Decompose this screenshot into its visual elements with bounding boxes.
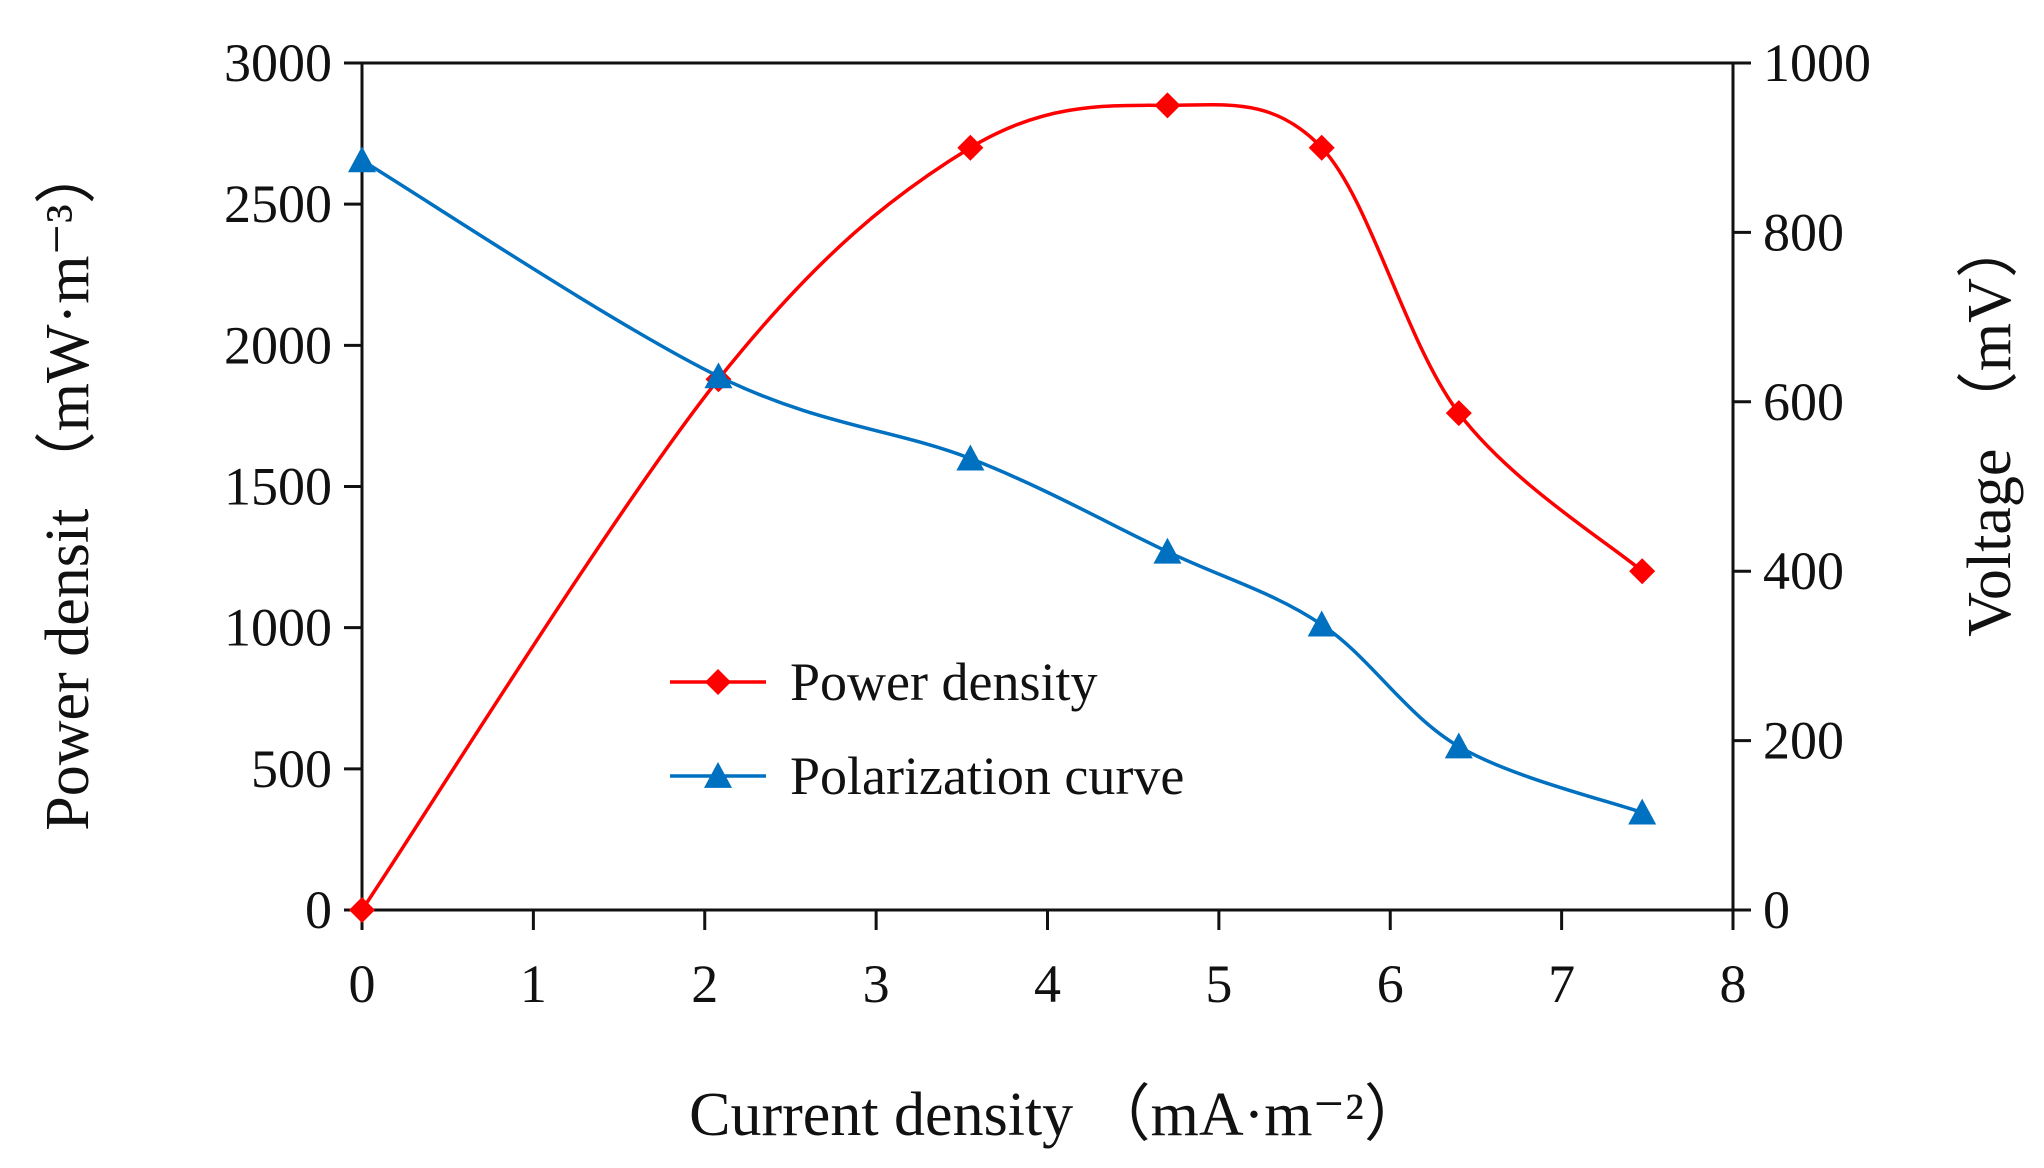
x-axis-title: Current density （mA·m⁻²）	[689, 1081, 1426, 1149]
y-right-tick-label: 0	[1763, 880, 1790, 940]
y-right-tick-label: 400	[1763, 541, 1844, 601]
x-tick-label: 1	[520, 954, 547, 1014]
data-point-triangle	[1307, 610, 1336, 637]
series-line	[361, 158, 1643, 815]
x-tick-label: 8	[1720, 954, 1747, 1014]
y-left-tick-label: 3000	[224, 33, 332, 93]
y-left-tick-label: 500	[251, 739, 332, 799]
y-right-tick-label: 1000	[1763, 33, 1871, 93]
x-tick-label: 6	[1377, 954, 1404, 1014]
data-point-triangle	[1628, 798, 1657, 825]
y-left-tick-label: 2000	[224, 315, 332, 375]
y-right-tick-label: 200	[1763, 711, 1844, 771]
y-left-tick-label: 1000	[224, 598, 332, 658]
legend-item: Power density	[670, 652, 1097, 712]
data-point-diamond	[957, 134, 984, 161]
x-tick-label: 0	[349, 954, 376, 1014]
legend-marker	[705, 669, 731, 695]
series-layer	[348, 92, 1657, 923]
series-line	[360, 103, 1644, 911]
data-point-diamond	[1629, 558, 1656, 585]
data-point-diamond	[1154, 92, 1181, 119]
data-point-triangle	[956, 444, 985, 471]
y-left-tick-label: 0	[305, 880, 332, 940]
y-left-tick-label: 2500	[224, 174, 332, 234]
x-tick-label: 7	[1548, 954, 1575, 1014]
axis-titles: Current density （mA·m⁻²） Power densit （mW…	[34, 142, 2024, 1149]
x-tick-label: 4	[1034, 954, 1061, 1014]
axes: 0 1 2 3 4 5 6 7 80500100015002000250030000200400…	[224, 33, 1871, 1014]
data-point-diamond	[1308, 134, 1335, 161]
legend-label: Polarization curve	[790, 746, 1184, 806]
y-right-tick-label: 600	[1763, 372, 1844, 432]
x-tick-label: 3	[863, 954, 890, 1014]
legend-label: Power density	[790, 652, 1097, 712]
legend-marker	[704, 762, 732, 788]
y-axis-right-title: Voltage （mV）	[1956, 216, 2024, 637]
data-point-triangle	[1153, 537, 1182, 564]
x-tick-label: 5	[1205, 954, 1232, 1014]
data-point-diamond	[349, 897, 375, 923]
y-right-tick-label: 800	[1763, 202, 1844, 262]
data-point-diamond	[1445, 400, 1472, 427]
y-axis-left-title: Power densit （mW·m⁻³）	[34, 142, 102, 830]
series-polarization-curve	[348, 146, 1657, 825]
y-left-tick-label: 1500	[224, 457, 332, 517]
data-point-triangle	[704, 362, 733, 389]
data-point-triangle	[1444, 732, 1473, 759]
legend-item: Polarization curve	[670, 746, 1184, 806]
data-point-triangle	[348, 146, 376, 173]
legend: Power density Polarization curve	[670, 652, 1184, 806]
x-tick-label: 2	[691, 954, 718, 1014]
